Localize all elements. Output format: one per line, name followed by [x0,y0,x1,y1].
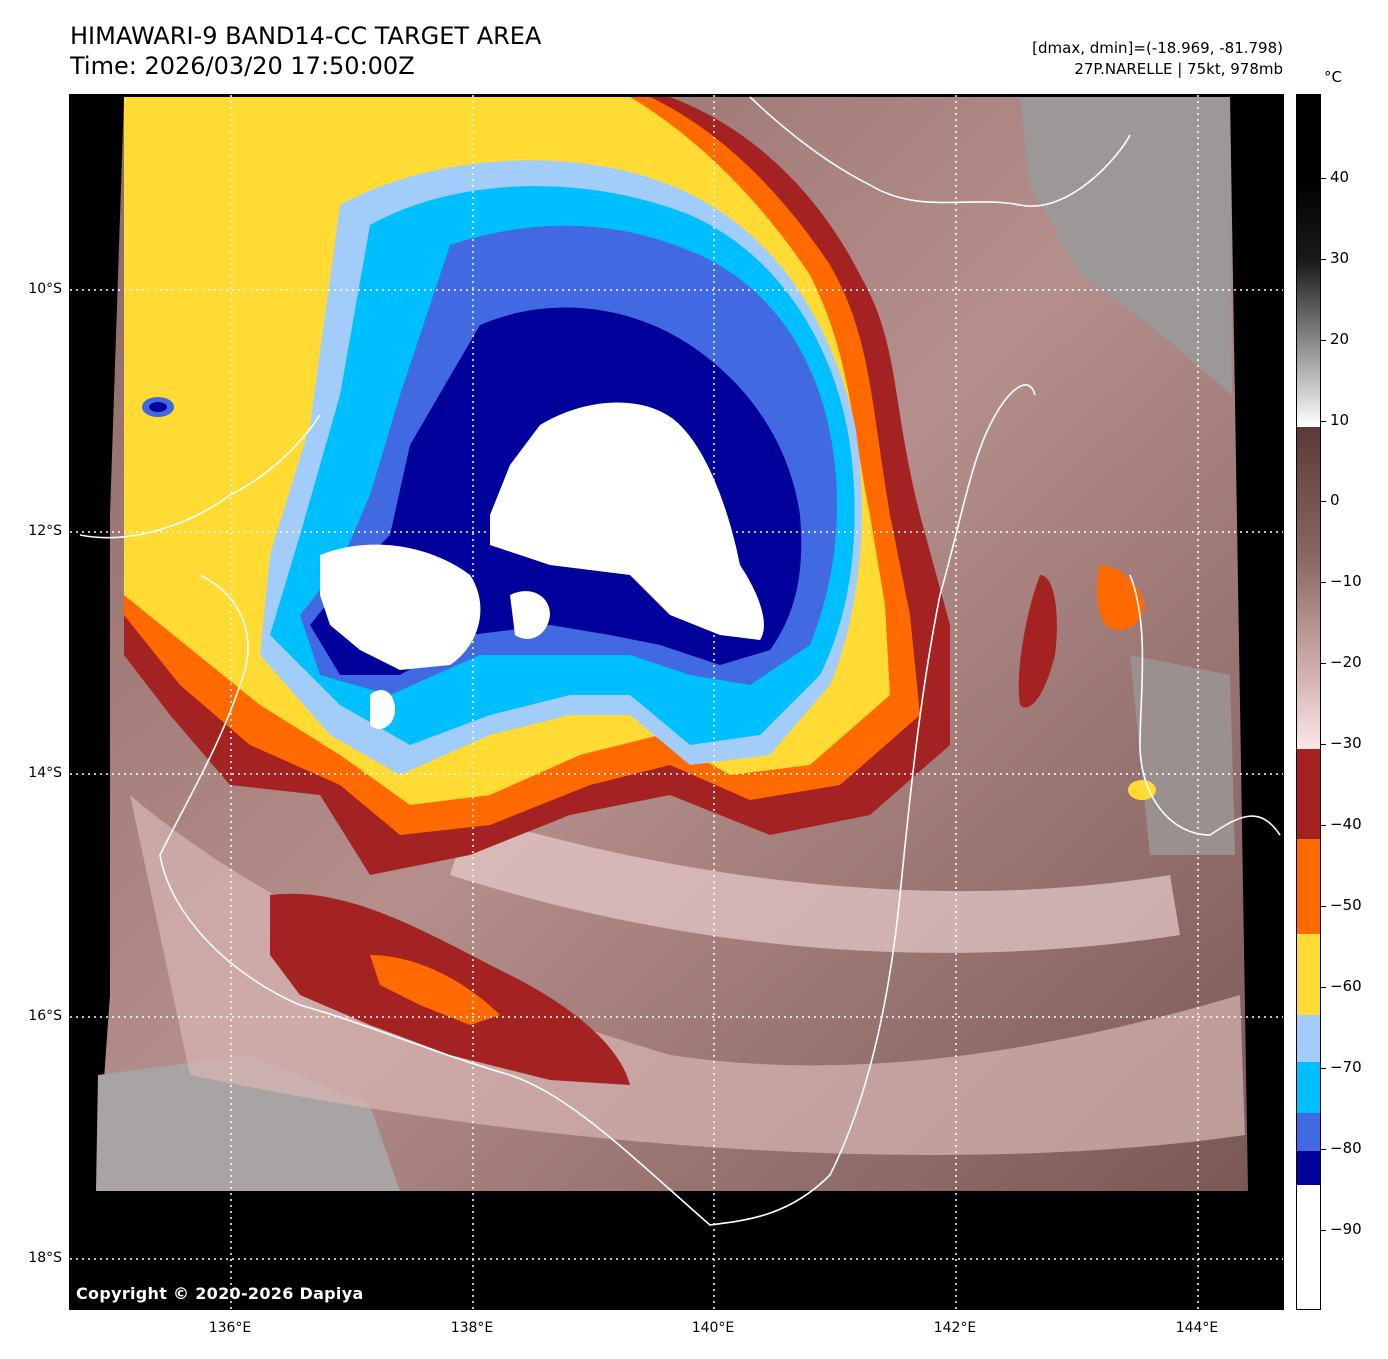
colorbar-orange-section [1297,839,1320,934]
band-orange-south [370,955,500,1025]
colorbar-tick [1321,1068,1326,1069]
lat-label-12s: 12°S [28,523,62,539]
colorbar-gray-section [1297,95,1320,427]
colorbar-label-minus70: −70 [1330,1058,1362,1076]
colorbar [1296,94,1321,1310]
colorbar-tick [1321,340,1326,341]
colorbar-brown-section [1297,427,1320,749]
colorbar-label-20: 20 [1330,330,1350,348]
cell-navy-w-core [149,402,167,412]
colorbar-label-minus90: −90 [1330,1220,1362,1238]
colorbar-darkred-section [1297,749,1320,839]
colorbar-label-minus20: −20 [1330,653,1362,671]
coastline-gulf-west [79,384,1036,1226]
colorbar-label-minus40: −40 [1330,815,1362,833]
colorbar-label-minus80: −80 [1330,1139,1362,1157]
lat-label-10s: 10°S [28,281,62,297]
cell-yellow-e [1128,780,1156,800]
lon-label-142e: 142°E [933,1320,977,1336]
colorbar-royalblue-section [1297,1113,1320,1151]
lon-label-140e: 140°E [691,1320,735,1336]
graticule [70,95,1283,1309]
warm-region-ne [1020,97,1232,395]
coastline-cape-york [749,96,1131,207]
colorbar-label-10: 10 [1330,411,1350,429]
colorbar-tick [1321,501,1326,502]
coastline-east [1129,574,1281,836]
lon-label-136e: 136°E [208,1320,252,1336]
colorbar-tick [1321,744,1326,745]
warm-region-e [1130,655,1235,855]
colorbar-tick [1321,178,1326,179]
colorbar-label-0: 0 [1330,491,1340,509]
lon-label-144e: 144°E [1175,1320,1219,1336]
cell-orange-e [1096,565,1145,630]
colorbar-white-section [1297,1185,1320,1309]
pink-band-mid [450,815,1180,953]
coastlines [79,96,1281,1226]
colorbar-lightblue-section [1297,1015,1320,1062]
colorbar-tick [1321,1149,1326,1150]
coldest-top-west [320,544,481,670]
colorbar-tick [1321,906,1326,907]
colorbar-label-40: 40 [1330,168,1350,186]
colorbar-label-minus30: −30 [1330,734,1362,752]
colorbar-label-30: 30 [1330,249,1350,267]
colorbar-tick [1321,421,1326,422]
colorbar-label-minus50: −50 [1330,896,1362,914]
colorbar-label-minus10: −10 [1330,572,1362,590]
colorbar-unit: °C [1324,68,1342,86]
coldest-top-south [370,690,395,730]
time-stamp: Time: 2026/03/20 17:50:00Z [70,52,415,80]
range-info: [dmax, dmin]=(-18.969, -81.798) [1032,39,1283,57]
colorbar-tick [1321,1230,1326,1231]
colorbar-tick [1321,825,1326,826]
lat-label-16s: 16°S [28,1008,62,1024]
satellite-map: Copyright © 2020-2026 Dapiya [69,94,1284,1310]
storm-info: 27P.NARELLE | 75kt, 978mb [1074,60,1283,78]
colorbar-tick [1321,663,1326,664]
coldest-top-main [490,402,764,640]
copyright-text: Copyright © 2020-2026 Dapiya [76,1284,364,1303]
lat-label-18s: 18°S [28,1250,62,1266]
colorbar-cyan-section [1297,1062,1320,1113]
pink-band-s [130,795,1245,1155]
coldest-top-mid [510,591,550,639]
colorbar-tick [1321,987,1326,988]
lon-label-138e: 138°E [450,1320,494,1336]
colorbar-yellow-section [1297,934,1320,1015]
colorbar-navy-section [1297,1151,1320,1185]
colorbar-label-minus60: −60 [1330,977,1362,995]
colorbar-tick [1321,582,1326,583]
lat-label-14s: 14°S [28,765,62,781]
colorbar-scale [1297,95,1320,1309]
colorbar-tick [1321,259,1326,260]
satellite-imagery [70,95,1283,1309]
cell-darkred-e [1018,575,1057,708]
chart-title: HIMAWARI-9 BAND14-CC TARGET AREA [70,22,542,50]
